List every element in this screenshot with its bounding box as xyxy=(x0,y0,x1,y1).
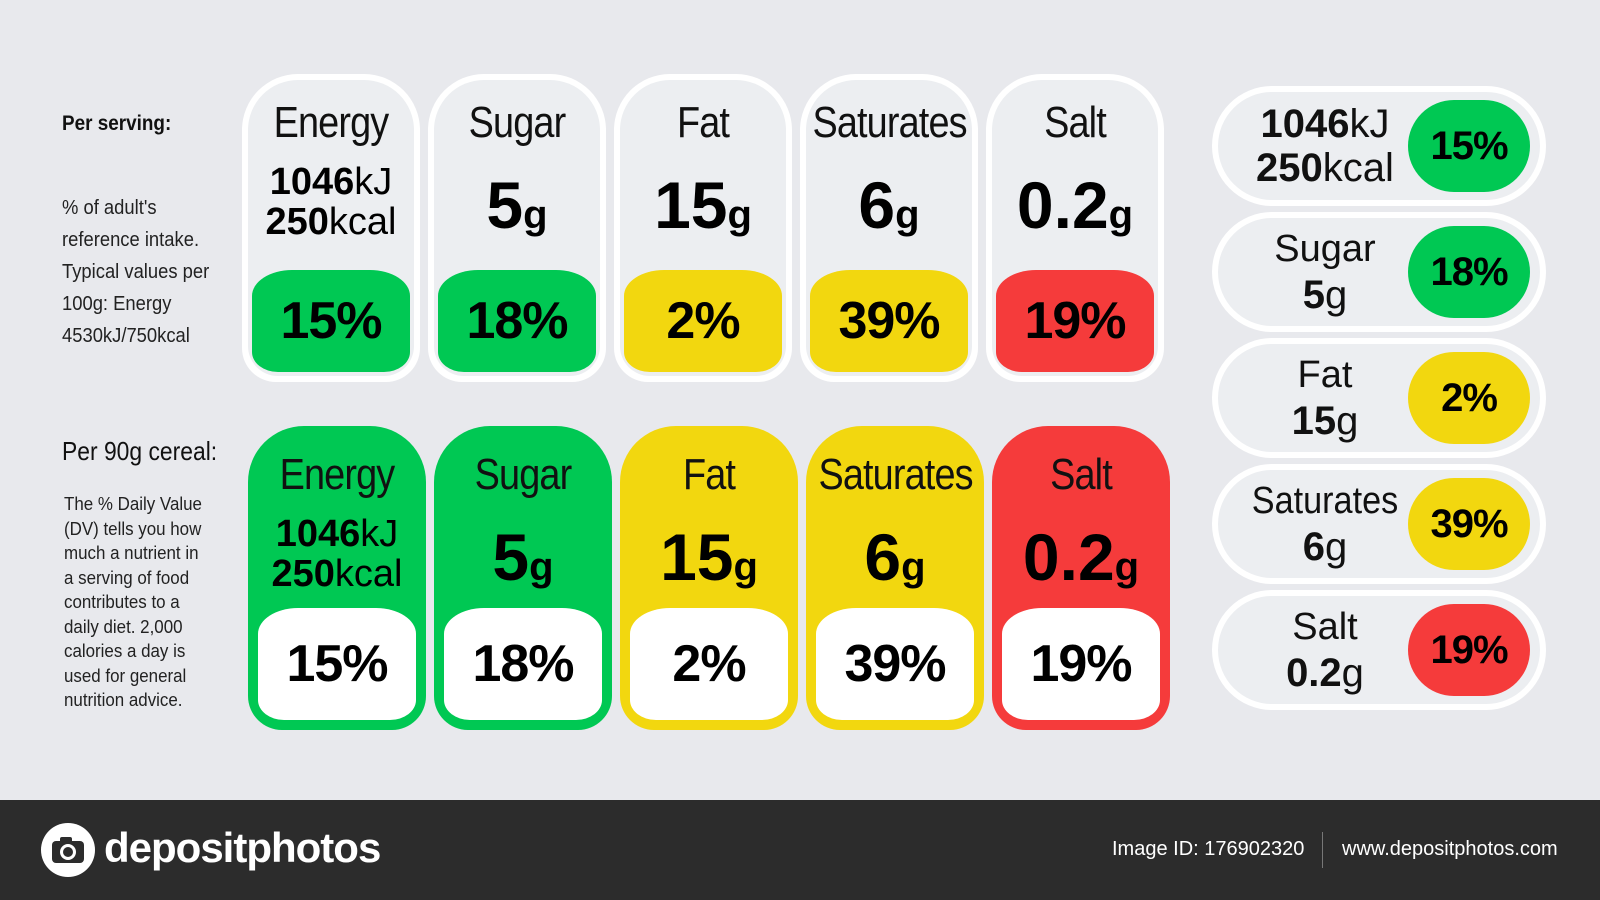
row-card-saturates: Saturates 6g 39% xyxy=(1212,464,1546,584)
nutrient-amount: 5g xyxy=(486,168,548,242)
color-card-salt: Salt 0.2g 19% xyxy=(992,426,1170,730)
desc-line: much a nutrient in xyxy=(64,543,199,563)
label-card-salt: Salt 0.2g 19% xyxy=(986,74,1164,382)
nutrient-amount: 15g xyxy=(654,168,752,242)
footer-divider xyxy=(1322,832,1323,868)
desc-line: daily diet. 2,000 xyxy=(64,616,183,637)
nutrient-amount: 5g xyxy=(492,520,554,594)
reference-intake-description: % of adult's reference intake. Typical v… xyxy=(62,192,209,352)
desc-line: Typical values per xyxy=(62,261,210,283)
percent-badge: 15% xyxy=(252,270,410,372)
nutrient-name: Sugar xyxy=(474,450,573,499)
percent-badge: 2% xyxy=(624,270,782,372)
nutrient-amount: 0.2g xyxy=(1016,168,1134,242)
label-card-sugar: Sugar 5g 18% xyxy=(428,74,606,382)
nutrient-name: Energy xyxy=(273,98,390,147)
percent-badge: 19% xyxy=(1408,604,1530,696)
desc-line: 4530kJ/750kcal xyxy=(62,325,190,347)
desc-line: The % Daily Value xyxy=(64,494,202,514)
nutrient-amount: 15g xyxy=(660,520,758,594)
desc-line: reference intake. xyxy=(62,229,200,251)
label-card-fat: Fat 15g 2% xyxy=(614,74,792,382)
camera-icon xyxy=(40,822,96,878)
percent-badge: 18% xyxy=(444,608,602,720)
nutrient-amount: 1046kJ 250kcal xyxy=(1256,102,1394,190)
percent-badge: 2% xyxy=(630,608,788,720)
percent-badge: 15% xyxy=(258,608,416,720)
per-serving-heading: Per serving: xyxy=(62,112,172,135)
nutrient-amount: 0.2g xyxy=(1022,520,1140,594)
nutrient-name: Salt xyxy=(1044,98,1107,147)
percent-badge: 39% xyxy=(1408,478,1530,570)
image-id: Image ID: 176902320 xyxy=(1112,838,1305,860)
nutrient-name: Energy xyxy=(279,450,396,499)
label-card-saturates: Saturates 6g 39% xyxy=(800,74,978,382)
nutrient-name: Saturates xyxy=(812,98,967,147)
percent-badge: 2% xyxy=(1408,352,1530,444)
desc-line: calories a day is xyxy=(64,641,186,661)
label-card-energy: Energy 1046kJ 250kcal 15% xyxy=(242,74,420,382)
nutrient-amount: Salt 0.2g xyxy=(1286,606,1364,695)
nutrient-amount: 6g xyxy=(858,168,920,242)
desc-line: a serving of food xyxy=(64,567,190,588)
per-90g-heading: Per 90g cereal: xyxy=(62,436,218,466)
percent-badge: 15% xyxy=(1408,100,1530,192)
nutrient-name: Fat xyxy=(676,98,730,147)
color-card-fat: Fat 15g 2% xyxy=(620,426,798,730)
color-card-energy: Energy 1046kJ 250kcal 15% xyxy=(248,426,426,730)
footer-bar: depositphotos Image ID: 176902320 www.de… xyxy=(0,800,1600,900)
daily-value-description: The % Daily Value (DV) tells you how muc… xyxy=(64,492,202,713)
row-card-salt: Salt 0.2g 19% xyxy=(1212,590,1546,710)
nutrient-name: Sugar xyxy=(468,98,567,147)
desc-line: (DV) tells you how xyxy=(64,518,202,539)
desc-line: nutrition advice. xyxy=(64,690,183,710)
desc-line: 100g: Energy xyxy=(62,293,172,315)
percent-badge: 18% xyxy=(1408,226,1530,318)
nutrient-amount: 1046kJ 250kcal xyxy=(271,513,403,595)
percent-badge: 19% xyxy=(996,270,1154,372)
row-card-energy: 1046kJ 250kcal 15% xyxy=(1212,86,1546,206)
nutrient-amount: Saturates 6g xyxy=(1251,480,1399,569)
nutrient-amount: Sugar 5g xyxy=(1274,228,1376,317)
percent-badge: 18% xyxy=(438,270,596,372)
percent-badge: 39% xyxy=(810,270,968,372)
website-link[interactable]: www.depositphotos.com xyxy=(1342,838,1558,860)
nutrient-name: Salt xyxy=(1050,450,1113,499)
nutrient-amount: 6g xyxy=(864,520,926,594)
percent-badge: 39% xyxy=(816,608,974,720)
row-card-fat: Fat 15g 2% xyxy=(1212,338,1546,458)
nutrient-name: Saturates xyxy=(818,450,973,499)
nutrient-name: Fat xyxy=(682,450,736,499)
row-card-sugar: Sugar 5g 18% xyxy=(1212,212,1546,332)
brand-name: depositphotos xyxy=(104,824,381,871)
desc-line: used for general xyxy=(64,665,187,686)
nutrient-amount: Fat 15g xyxy=(1291,354,1359,443)
percent-badge: 19% xyxy=(1002,608,1160,720)
color-card-sugar: Sugar 5g 18% xyxy=(434,426,612,730)
nutrition-labels-canvas: Per serving: % of adult's reference inta… xyxy=(62,74,1546,730)
desc-line: contributes to a xyxy=(64,592,180,612)
nutrient-amount: 1046kJ 250kcal xyxy=(265,161,397,243)
color-card-saturates: Saturates 6g 39% xyxy=(806,426,984,730)
desc-line: % of adult's xyxy=(62,197,157,219)
